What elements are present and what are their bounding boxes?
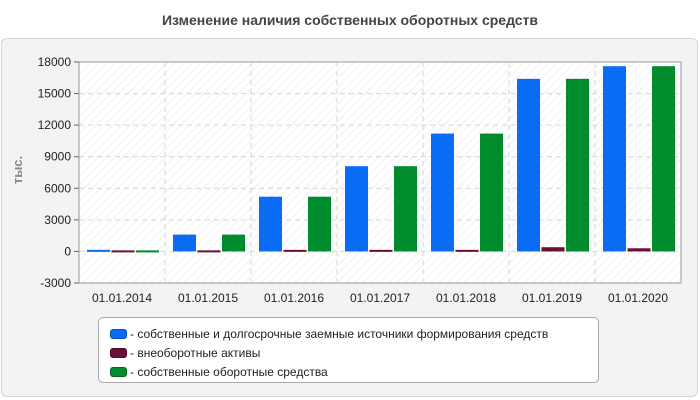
bar [369, 249, 393, 252]
y-axis-label: тыс. [10, 156, 25, 184]
bar [541, 247, 565, 252]
legend-label: - внеоборотные активы [130, 345, 261, 360]
legend-swatch [110, 328, 127, 339]
bar [222, 234, 245, 252]
y-tick-label: 6000 [44, 181, 71, 195]
bar [197, 250, 221, 253]
x-tick-label: 01.01.2014 [92, 291, 152, 305]
bar [517, 78, 540, 252]
bar [345, 166, 368, 252]
legend: - собственные и долгосрочные заемные ист… [98, 317, 599, 383]
y-tick-label: 0 [64, 244, 71, 258]
grid-lines [79, 62, 681, 283]
y-tick-label: 12000 [38, 118, 72, 132]
x-tick-label: 01.01.2016 [264, 291, 324, 305]
bar [308, 196, 331, 252]
legend-item: - собственные и долгосрочные заемные ист… [110, 324, 598, 343]
y-tick-label: -3000 [40, 276, 71, 290]
legend-label: - собственные оборотные средства [130, 364, 328, 379]
legend-item: - внеоборотные активы [110, 343, 598, 362]
bar [259, 196, 282, 252]
legend-swatch [110, 347, 127, 358]
x-tick-label: 01.01.2017 [350, 291, 410, 305]
bar [136, 250, 159, 253]
bar [652, 66, 675, 252]
legend-item: - собственные оборотные средства [110, 362, 598, 381]
bar [111, 250, 135, 253]
legend-swatch [110, 366, 127, 377]
x-tick-label: 01.01.2018 [436, 291, 496, 305]
bar [283, 249, 307, 252]
bar-chart: -3000 0 3000 6000 9000 12000 15000 18000 01.01.… [10, 55, 682, 305]
bar [603, 66, 626, 252]
bar [431, 133, 454, 252]
bar [173, 234, 196, 252]
bar [566, 78, 589, 252]
bar [480, 133, 503, 252]
bar [627, 248, 651, 252]
y-tick-label: 9000 [44, 150, 71, 164]
bar [455, 249, 479, 252]
x-tick-label: 01.01.2019 [522, 291, 582, 305]
x-axis-ticks: 01.01.2014 01.01.2015 01.01.2016 01.01.2017… [92, 291, 668, 305]
bars [87, 66, 675, 253]
bar [87, 249, 110, 252]
legend-label: - собственные и долгосрочные заемные ист… [130, 326, 549, 341]
y-tick-label: 3000 [44, 213, 71, 227]
y-tick-label: 18000 [38, 55, 72, 69]
y-axis-ticks: -3000 0 3000 6000 9000 12000 15000 18000 [38, 55, 79, 290]
chart-title: Изменение наличия собственных оборотных … [161, 12, 539, 28]
y-tick-label: 15000 [38, 87, 72, 101]
x-tick-label: 01.01.2015 [178, 291, 238, 305]
bar [394, 166, 417, 252]
x-tick-label: 01.01.2020 [608, 291, 668, 305]
